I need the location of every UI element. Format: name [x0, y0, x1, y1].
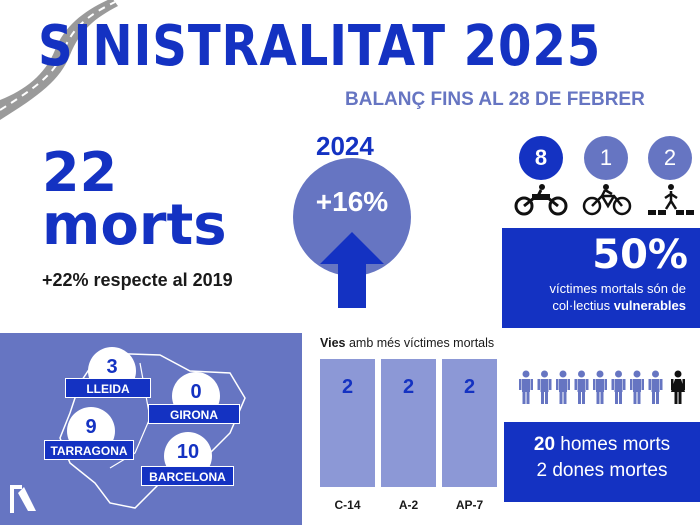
- barcelona-label: BARCELONA: [141, 466, 234, 486]
- road-bar-value: 2: [403, 376, 414, 398]
- page-subtitle: BALANÇ FINS AL 28 DE FEBRER: [345, 89, 645, 110]
- man-icon: [630, 370, 644, 404]
- women-deaths: 2 dones mortes: [536, 460, 668, 481]
- up-arrow-icon: [320, 232, 384, 308]
- road-bar-label: A-2: [399, 498, 419, 512]
- pedestrian-icon: [648, 184, 694, 215]
- woman-icon: [671, 370, 685, 404]
- pedestrian-count: 2: [648, 136, 692, 180]
- vulnerable-box: 50% víctimes mortals són de col·lectius …: [502, 228, 700, 328]
- man-icon: [537, 370, 552, 404]
- vulnerable-text-line2: col·lectius vulnerables: [552, 298, 686, 313]
- road-bar-ap-7: [442, 359, 497, 487]
- road-bar-value: 2: [342, 376, 353, 398]
- motorcycle-icon: [514, 184, 568, 216]
- man-icon: [519, 370, 533, 404]
- roads-chart: 2 C-14 2 A-2 2 AP-7: [320, 359, 497, 512]
- deaths-word: morts: [42, 193, 227, 258]
- man-icon: [611, 370, 626, 404]
- province-map-panel: 3 LLEIDA 0 GIRONA 9 TARRAGONA 10 BARCELO…: [0, 333, 302, 525]
- girona-label: GIRONA: [148, 404, 240, 424]
- vulnerable-text-line1: víctimes mortals són de: [549, 281, 686, 296]
- men-text: homes morts: [560, 434, 671, 455]
- roads-title-bold: Vies: [320, 336, 346, 350]
- comparison-year: 2024: [316, 131, 374, 161]
- roads-title-rest: amb més víctimes mortals: [348, 336, 495, 350]
- man-icon: [574, 370, 589, 404]
- tarragona-label: TARRAGONA: [44, 440, 134, 460]
- people-pictogram: [519, 370, 685, 404]
- gender-box: 20 homes morts 2 dones mortes: [504, 422, 700, 502]
- vulnerable-text-prefix: col·lectius: [552, 298, 611, 313]
- motorcycle-count: 8: [519, 136, 563, 180]
- man-icon: [593, 370, 607, 404]
- lleida-label: LLEIDA: [65, 378, 151, 398]
- bicycle-count: 1: [584, 136, 628, 180]
- vulnerable-text-bold: vulnerables: [613, 298, 686, 313]
- deaths-count: 22: [42, 141, 118, 204]
- page-title: SINISTRALITAT 2025: [38, 14, 602, 79]
- change-percent: +16%: [315, 186, 389, 217]
- vulnerable-percent: 50%: [592, 232, 688, 278]
- road-bar-value: 2: [464, 376, 475, 398]
- man-icon: [648, 370, 663, 404]
- deaths-comparison: +22% respecte al 2019: [42, 270, 233, 290]
- road-bar-label: AP-7: [456, 498, 484, 512]
- road-graphic: [0, 0, 118, 120]
- road-bar-label: C-14: [334, 498, 360, 512]
- road-sign-icon: [10, 485, 36, 513]
- men-count: 20: [533, 434, 556, 455]
- roads-title: Vies amb més víctimes mortals: [320, 336, 494, 350]
- road-bar-c-14: [320, 359, 375, 487]
- bicycle-icon: [582, 184, 632, 216]
- road-bar-a-2: [381, 359, 436, 487]
- men-deaths: 20 homes morts: [504, 434, 700, 456]
- man-icon: [556, 370, 570, 404]
